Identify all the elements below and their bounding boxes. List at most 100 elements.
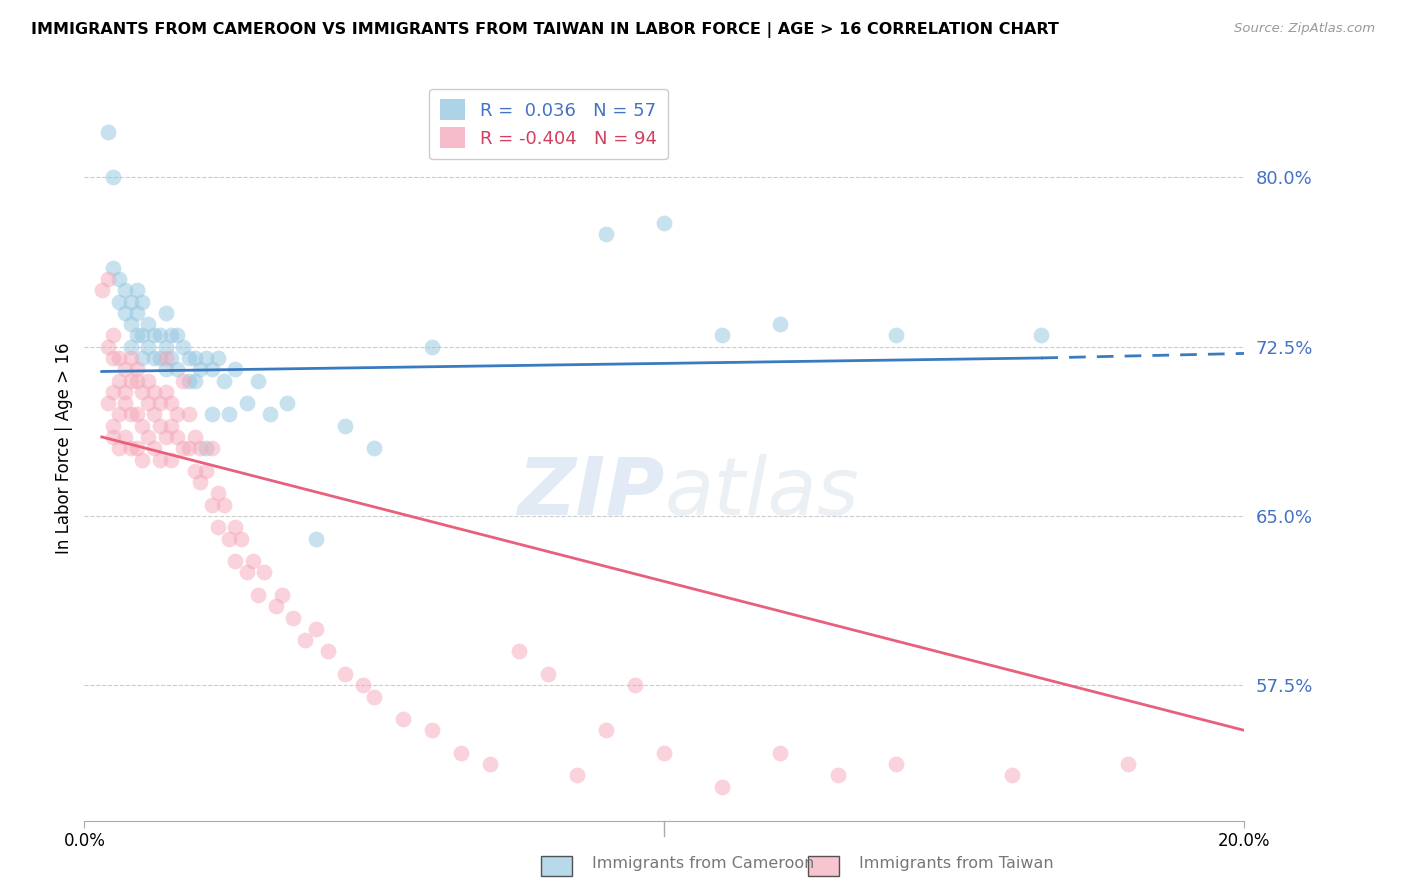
Point — [131, 294, 153, 309]
Point — [235, 566, 259, 580]
Point — [201, 498, 224, 512]
Point — [229, 532, 252, 546]
Point — [624, 678, 647, 692]
Point — [305, 622, 328, 636]
Point — [188, 475, 212, 489]
Point — [537, 667, 560, 681]
Point — [96, 125, 118, 139]
Point — [769, 746, 792, 760]
Point — [120, 408, 142, 422]
Point — [131, 452, 153, 467]
Point — [177, 441, 200, 455]
Point — [114, 430, 136, 444]
Point — [316, 644, 339, 658]
Point — [125, 408, 148, 422]
Point — [207, 520, 229, 534]
Point — [149, 452, 172, 467]
Point — [1031, 328, 1053, 343]
Point — [212, 498, 235, 512]
Point — [335, 667, 357, 681]
Point — [242, 554, 264, 568]
Point — [595, 723, 617, 738]
Point — [422, 340, 444, 354]
Point — [294, 633, 316, 648]
Point — [114, 283, 136, 297]
Point — [160, 328, 183, 343]
Point — [224, 554, 246, 568]
Text: ZIP: ZIP — [517, 454, 665, 532]
Point — [125, 441, 148, 455]
Point — [160, 452, 183, 467]
Point — [166, 362, 188, 376]
Point — [224, 520, 246, 534]
Text: Immigrants from Taiwan: Immigrants from Taiwan — [859, 856, 1053, 871]
Point — [177, 351, 200, 365]
Point — [160, 396, 183, 410]
Point — [155, 430, 177, 444]
Point — [120, 374, 142, 388]
Point — [136, 430, 159, 444]
Point — [108, 294, 131, 309]
Point — [103, 328, 125, 343]
Point — [201, 362, 224, 376]
Point — [335, 418, 357, 433]
Point — [1116, 757, 1139, 772]
Point — [131, 384, 153, 399]
Point — [136, 396, 159, 410]
Point — [103, 418, 125, 433]
Point — [143, 441, 166, 455]
Point — [120, 441, 142, 455]
Point — [103, 260, 125, 275]
Point — [212, 374, 235, 388]
Point — [218, 408, 240, 422]
Point — [305, 532, 328, 546]
Point — [595, 227, 617, 241]
Point — [195, 464, 218, 478]
Point — [195, 351, 218, 365]
Point — [131, 351, 153, 365]
Point — [201, 441, 224, 455]
Point — [235, 396, 259, 410]
Text: Source: ZipAtlas.com: Source: ZipAtlas.com — [1234, 22, 1375, 36]
Point — [120, 294, 142, 309]
Point — [125, 374, 148, 388]
Point — [188, 362, 212, 376]
Point — [218, 532, 240, 546]
Point — [183, 351, 205, 365]
Point — [392, 712, 415, 726]
Text: IMMIGRANTS FROM CAMEROON VS IMMIGRANTS FROM TAIWAN IN LABOR FORCE | AGE > 16 COR: IMMIGRANTS FROM CAMEROON VS IMMIGRANTS F… — [31, 22, 1059, 38]
Point — [143, 351, 166, 365]
Point — [166, 430, 188, 444]
Point — [201, 408, 224, 422]
Point — [114, 396, 136, 410]
Point — [131, 418, 153, 433]
Point — [253, 566, 276, 580]
Point — [96, 272, 118, 286]
Point — [1001, 768, 1024, 782]
Point — [125, 283, 148, 297]
Point — [264, 599, 287, 614]
Point — [131, 328, 153, 343]
Point — [125, 306, 148, 320]
Point — [136, 317, 159, 331]
Point — [352, 678, 374, 692]
Point — [155, 362, 177, 376]
Point — [149, 328, 172, 343]
Point — [125, 328, 148, 343]
Point — [136, 374, 159, 388]
Point — [567, 768, 589, 782]
Point — [160, 418, 183, 433]
Point — [172, 374, 194, 388]
Point — [96, 340, 118, 354]
Point — [143, 328, 166, 343]
Point — [363, 441, 385, 455]
Point — [769, 317, 792, 331]
Point — [120, 340, 142, 354]
Point — [149, 351, 172, 365]
Point — [136, 340, 159, 354]
Point — [114, 306, 136, 320]
Point — [183, 430, 205, 444]
Point — [108, 408, 131, 422]
Point — [143, 384, 166, 399]
Point — [270, 588, 292, 602]
